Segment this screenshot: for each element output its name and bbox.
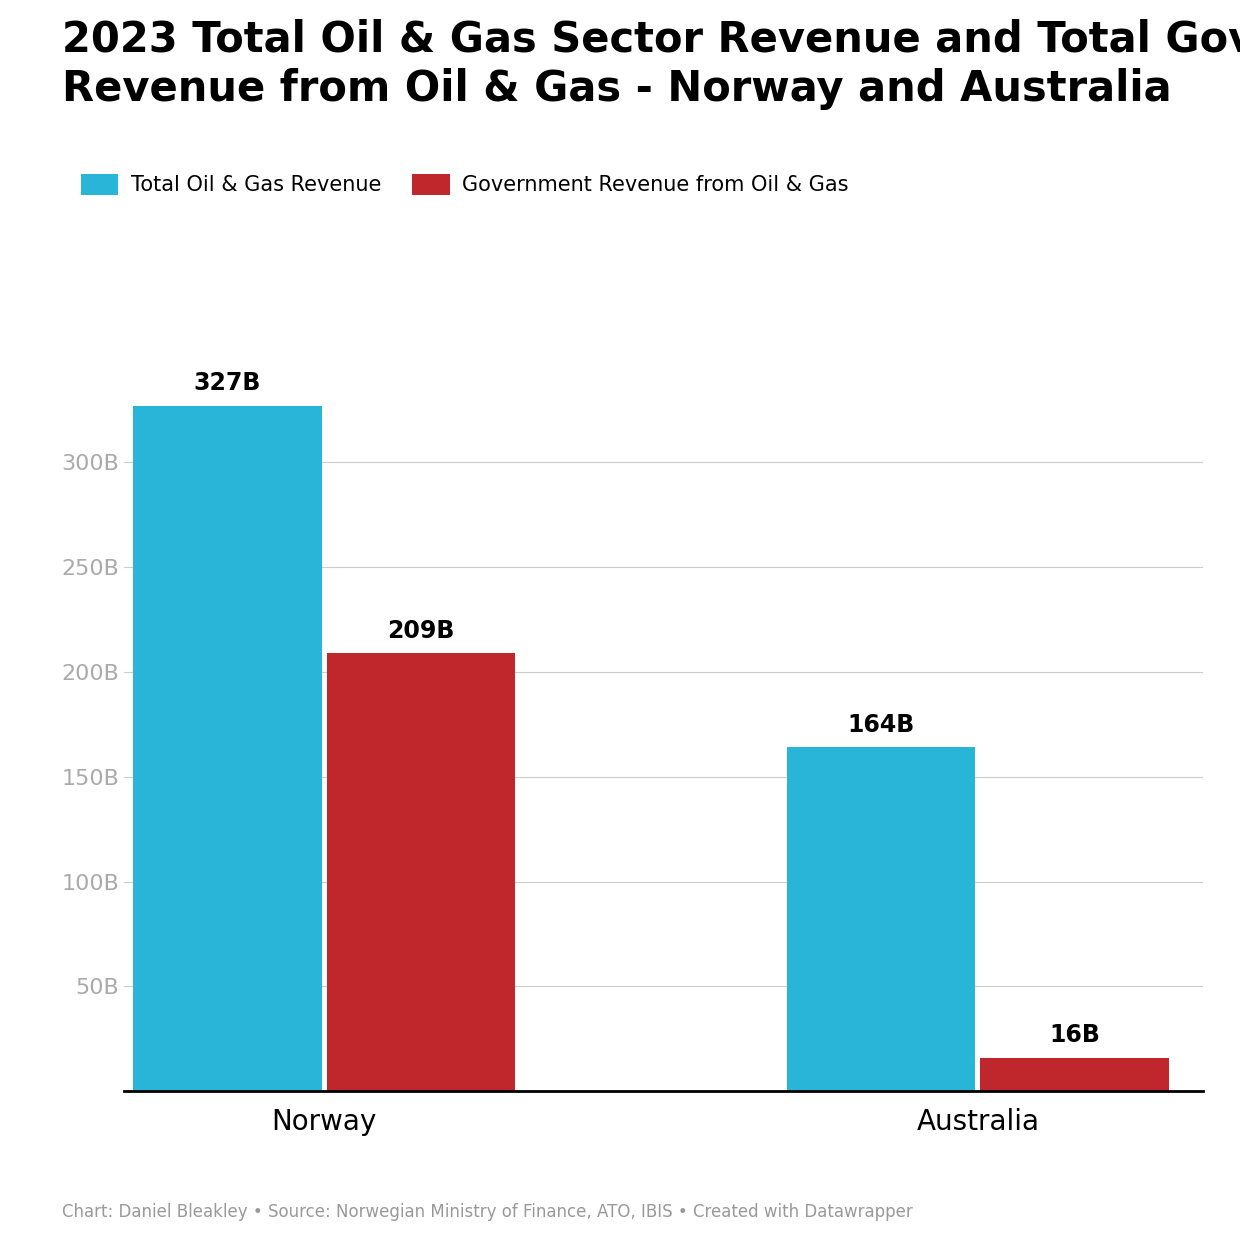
Text: 2023 Total Oil & Gas Sector Revenue and Total Government: 2023 Total Oil & Gas Sector Revenue and …: [62, 19, 1240, 61]
Text: 209B: 209B: [387, 619, 454, 642]
Text: 16B: 16B: [1049, 1023, 1100, 1048]
Text: 327B: 327B: [193, 372, 262, 396]
Bar: [326, 653, 515, 1091]
Text: Chart: Daniel Bleakley • Source: Norwegian Ministry of Finance, ATO, IBIS • Crea: Chart: Daniel Bleakley • Source: Norwegi…: [62, 1203, 913, 1221]
Bar: [981, 1058, 1168, 1091]
Bar: [134, 405, 321, 1091]
Text: Revenue from Oil & Gas - Norway and Australia: Revenue from Oil & Gas - Norway and Aust…: [62, 68, 1172, 110]
Bar: [787, 748, 976, 1091]
Text: 164B: 164B: [848, 713, 915, 737]
Legend: Total Oil & Gas Revenue, Government Revenue from Oil & Gas: Total Oil & Gas Revenue, Government Reve…: [72, 165, 857, 203]
